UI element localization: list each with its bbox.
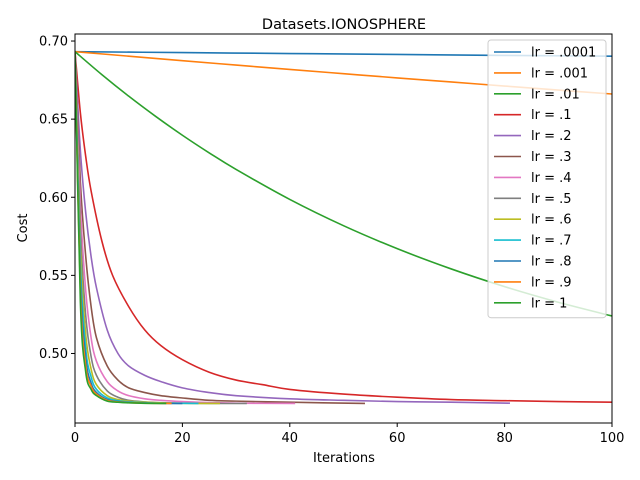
x-tick-label-5: 100 <box>600 431 625 446</box>
legend-label-4: lr = .2 <box>531 129 572 144</box>
legend-box <box>487 39 607 319</box>
legend-label-1: lr = .001 <box>531 66 588 81</box>
legend-label-6: lr = .4 <box>531 171 572 186</box>
x-axis-label: Iterations <box>313 451 375 466</box>
series-line-5 <box>75 51 365 405</box>
legend-label-12: lr = 1 <box>531 296 567 311</box>
series-line-6 <box>75 51 296 405</box>
legend-label-3: lr = .1 <box>531 108 572 123</box>
plot-frame <box>74 33 613 424</box>
chart-title: Datasets.IONOSPHERE <box>262 17 426 33</box>
legend-label-9: lr = .7 <box>531 234 572 249</box>
y-tick-label-2: 0.60 <box>39 191 68 206</box>
x-tick-label-2: 40 <box>282 431 299 446</box>
x-axis: 0 20 40 60 80 100 <box>71 423 625 446</box>
legend: lr = .0001 lr = .001 lr = .01 lr = .1 lr = .… <box>487 39 607 319</box>
legend-label-0: lr = .0001 <box>531 46 596 61</box>
legend-label-11: lr = .9 <box>531 275 572 290</box>
x-tick-label-4: 80 <box>496 431 513 446</box>
legend-label-8: lr = .6 <box>531 213 572 228</box>
series-line-4 <box>75 51 510 404</box>
y-tick-label-4: 0.70 <box>39 35 68 50</box>
legend-label-2: lr = .01 <box>531 87 580 102</box>
x-tick-label-3: 60 <box>389 431 406 446</box>
legend-label-10: lr = .8 <box>531 255 572 270</box>
x-tick-label-0: 0 <box>71 431 79 446</box>
y-tick-label-1: 0.55 <box>39 269 68 284</box>
series-line-3 <box>75 51 612 404</box>
y-axis-label: Cost <box>16 214 31 243</box>
series-layer <box>75 50 612 405</box>
y-axis: 0.50 0.55 0.60 0.65 0.70 <box>39 35 75 362</box>
x-tick-label-1: 20 <box>174 431 191 446</box>
y-tick-label-0: 0.50 <box>39 347 68 362</box>
legend-label-5: lr = .3 <box>531 150 572 165</box>
series-line-12 <box>75 51 167 405</box>
legend-label-7: lr = .5 <box>531 192 572 207</box>
y-tick-label-3: 0.65 <box>39 113 68 128</box>
